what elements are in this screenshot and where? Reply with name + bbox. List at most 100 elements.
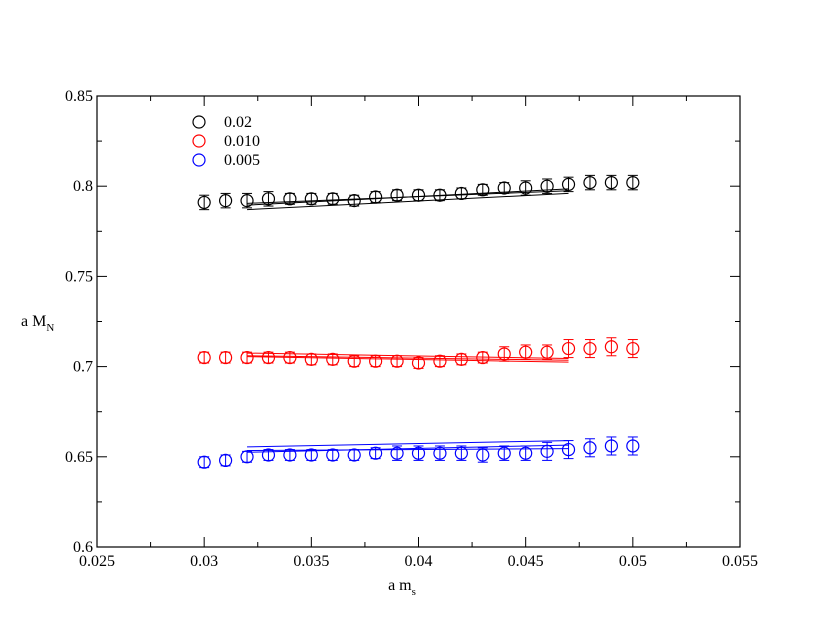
data-point xyxy=(540,344,554,360)
data-point xyxy=(390,445,404,461)
data-point xyxy=(433,188,447,202)
marker xyxy=(347,354,361,368)
x-tick-label: 0.03 xyxy=(190,553,218,570)
marker xyxy=(283,350,297,365)
x-tick-label: 0.035 xyxy=(293,553,329,570)
data-point xyxy=(283,192,297,206)
marker xyxy=(519,345,533,359)
legend-item: 0.02 xyxy=(192,114,252,131)
data-point xyxy=(454,352,468,366)
legend-item: 0.010 xyxy=(192,133,260,150)
data-point xyxy=(433,354,447,368)
marker xyxy=(390,446,404,460)
marker xyxy=(261,448,276,462)
marker xyxy=(304,448,318,462)
data-point xyxy=(519,344,533,360)
fit-line xyxy=(247,352,569,359)
marker xyxy=(454,186,468,201)
data-point xyxy=(540,441,554,461)
x-tick-label: 0.045 xyxy=(508,553,544,570)
data-point xyxy=(369,446,383,460)
marker xyxy=(197,195,211,210)
data-point xyxy=(604,436,619,456)
data-point xyxy=(369,354,383,368)
data-point xyxy=(454,186,468,201)
marker xyxy=(411,188,426,202)
fit-line xyxy=(247,356,569,363)
marker xyxy=(369,190,383,204)
legend-marker xyxy=(192,115,206,129)
data-point xyxy=(583,438,597,458)
data-point xyxy=(497,346,511,362)
data-point xyxy=(519,445,533,461)
data-point xyxy=(347,448,361,462)
marker xyxy=(240,350,254,365)
data-point xyxy=(304,448,318,462)
marker xyxy=(604,439,619,453)
data-points xyxy=(197,174,640,469)
data-point xyxy=(261,350,276,365)
data-point xyxy=(261,191,276,207)
marker xyxy=(240,194,254,208)
data-point xyxy=(197,455,211,469)
marker xyxy=(219,350,233,365)
data-point xyxy=(326,352,340,366)
x-axis-label-main: a m xyxy=(388,577,412,594)
plot-frame xyxy=(96,95,741,548)
y-tick-label: 0.8 xyxy=(73,178,93,195)
data-point xyxy=(411,356,426,370)
data-point xyxy=(497,445,511,461)
marker xyxy=(197,350,211,365)
data-point xyxy=(604,174,619,191)
marker xyxy=(261,350,276,365)
marker xyxy=(369,354,383,368)
marker xyxy=(390,188,404,202)
data-point xyxy=(561,440,576,460)
data-point xyxy=(519,180,533,196)
data-point xyxy=(626,174,640,191)
marker xyxy=(369,446,383,460)
marker xyxy=(326,352,340,366)
data-point xyxy=(219,350,233,365)
data-point xyxy=(261,448,276,462)
marker xyxy=(583,441,597,455)
marker xyxy=(454,352,468,366)
x-tick-label: 0.04 xyxy=(405,553,433,570)
marker xyxy=(433,188,447,202)
marker xyxy=(219,453,233,468)
legend-label: 0.005 xyxy=(224,152,260,169)
legend-marker xyxy=(192,134,206,148)
data-point xyxy=(240,192,254,209)
marker xyxy=(626,341,640,356)
marker xyxy=(326,448,340,462)
data-point xyxy=(561,339,576,359)
marker xyxy=(604,340,619,354)
data-point xyxy=(626,436,640,456)
x-axis-ticks: 0.025 0.03 0.035 0.04 0.045 0.05 0.055 xyxy=(79,96,758,570)
legend-label: 0.02 xyxy=(224,114,252,131)
marker xyxy=(604,175,619,190)
legend-item: 0.005 xyxy=(192,152,260,169)
data-point xyxy=(626,339,640,359)
marker xyxy=(304,352,318,366)
fit-line xyxy=(247,444,569,453)
fit-line xyxy=(247,355,569,361)
marker xyxy=(347,448,361,462)
marker xyxy=(283,192,297,206)
data-point xyxy=(561,176,576,193)
data-point xyxy=(454,445,468,461)
y-tick-label: 0.6 xyxy=(73,539,93,556)
data-point xyxy=(604,337,619,357)
marker xyxy=(476,350,490,365)
data-point xyxy=(583,174,597,191)
marker xyxy=(219,194,233,208)
data-point xyxy=(219,453,233,468)
data-point xyxy=(390,354,404,368)
y-tick-label: 0.75 xyxy=(65,268,93,285)
y-axis-label-subscript: N xyxy=(46,322,54,334)
fit-line xyxy=(247,440,569,448)
data-point xyxy=(411,188,426,202)
marker xyxy=(626,175,640,190)
y-axis-ticks: 0.6 0.65 0.7 0.75 0.8 0.85 xyxy=(65,88,740,556)
marker xyxy=(476,448,490,462)
